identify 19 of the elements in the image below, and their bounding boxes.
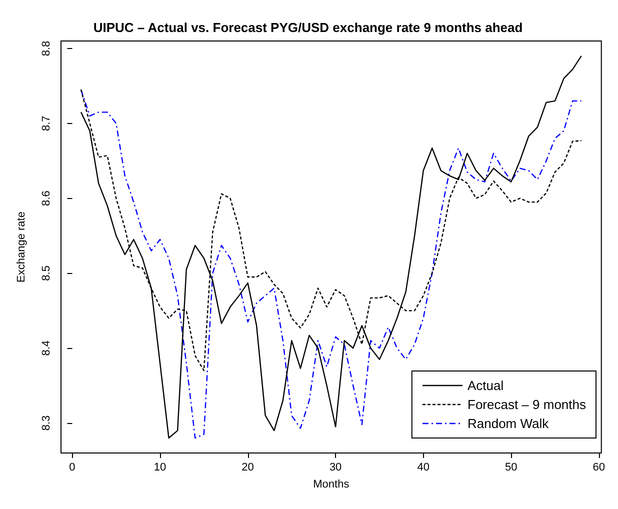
x-tick-label: 50: [504, 462, 518, 474]
x-tick-label: 10: [154, 462, 166, 474]
y-tick-label: 8.4: [40, 340, 52, 356]
legend-label: Actual: [468, 378, 504, 393]
x-tick-label: 0: [69, 462, 76, 474]
x-tick-label: 40: [417, 462, 430, 474]
x-tick-label: 30: [329, 462, 342, 474]
y-tick-label: 8.6: [40, 190, 52, 206]
legend-label: Forecast – 9 months: [468, 397, 586, 412]
y-tick-label: 8.3: [40, 415, 52, 431]
x-tick-label: 20: [242, 462, 254, 474]
x-tick-label: 60: [592, 462, 606, 474]
chart-title: UIPUC – Actual vs. Forecast PYG/USD exchange rate 9 months ahead: [93, 20, 523, 35]
y-tick-label: 8.5: [40, 266, 52, 281]
y-tick-label: 8.7: [40, 116, 52, 132]
legend-label: Random Walk: [468, 416, 550, 431]
x-axis-title: Months: [313, 478, 350, 490]
y-tick-label: 8.8: [40, 40, 52, 56]
y-axis-title: Exchange rate: [16, 212, 28, 282]
